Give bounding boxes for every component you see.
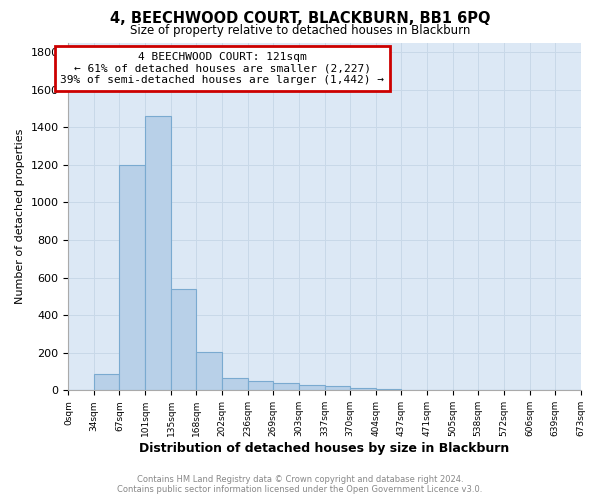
Y-axis label: Number of detached properties: Number of detached properties — [15, 128, 25, 304]
Bar — [196, 352, 222, 391]
Bar — [171, 289, 196, 390]
Bar — [145, 116, 171, 390]
Text: Contains HM Land Registry data © Crown copyright and database right 2024.
Contai: Contains HM Land Registry data © Crown c… — [118, 474, 482, 494]
Bar — [222, 378, 248, 390]
Bar — [94, 374, 119, 390]
Bar — [273, 383, 299, 390]
Text: Size of property relative to detached houses in Blackburn: Size of property relative to detached ho… — [130, 24, 470, 37]
Bar — [350, 388, 376, 390]
Bar — [325, 386, 350, 390]
Bar — [299, 384, 325, 390]
Text: 4 BEECHWOOD COURT: 121sqm
← 61% of detached houses are smaller (2,227)
39% of se: 4 BEECHWOOD COURT: 121sqm ← 61% of detac… — [60, 52, 384, 85]
Bar — [119, 164, 145, 390]
Bar — [376, 389, 401, 390]
Text: 4, BEECHWOOD COURT, BLACKBURN, BB1 6PQ: 4, BEECHWOOD COURT, BLACKBURN, BB1 6PQ — [110, 11, 490, 26]
Bar — [248, 381, 273, 390]
X-axis label: Distribution of detached houses by size in Blackburn: Distribution of detached houses by size … — [139, 442, 509, 455]
